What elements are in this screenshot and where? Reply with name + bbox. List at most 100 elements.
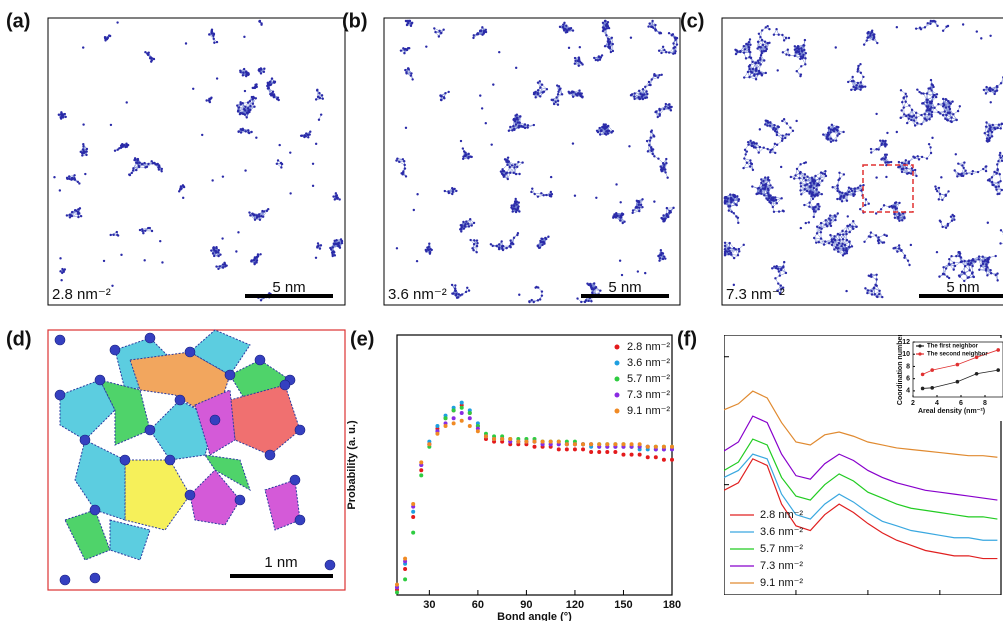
atom	[260, 72, 262, 74]
atom	[237, 110, 239, 112]
atom	[213, 42, 215, 44]
atom	[80, 215, 82, 217]
atom	[276, 98, 278, 100]
atom	[210, 249, 212, 251]
atom	[142, 232, 144, 234]
atom	[150, 60, 152, 62]
atom	[215, 265, 217, 267]
atom	[242, 72, 244, 74]
atom	[144, 230, 146, 232]
atom	[53, 176, 55, 178]
atom	[258, 69, 260, 71]
atom	[116, 21, 118, 23]
atom	[315, 257, 317, 259]
atom	[246, 112, 248, 114]
atom	[118, 147, 120, 149]
atom	[254, 258, 256, 260]
atom	[247, 109, 249, 111]
atom	[338, 198, 340, 200]
atom	[210, 30, 212, 32]
atom	[158, 168, 160, 170]
atom	[316, 246, 318, 248]
atom	[213, 246, 215, 248]
atom	[280, 162, 282, 164]
atom	[151, 230, 153, 232]
atom	[255, 260, 257, 262]
atom	[219, 265, 221, 267]
atom	[247, 107, 249, 109]
atom	[138, 161, 140, 163]
atom	[77, 181, 79, 183]
atom	[153, 162, 155, 164]
atom	[222, 175, 224, 177]
atom	[247, 129, 249, 131]
atom	[250, 260, 252, 262]
atom	[336, 243, 338, 245]
atom	[244, 130, 246, 132]
atom	[192, 88, 194, 90]
atom	[59, 270, 61, 272]
atom	[332, 195, 334, 197]
atom	[271, 77, 273, 79]
atom	[263, 68, 265, 70]
atom	[124, 146, 126, 148]
atom	[59, 189, 61, 191]
atom	[134, 158, 136, 160]
atom	[141, 163, 143, 165]
atom	[289, 192, 291, 194]
atom	[242, 113, 244, 115]
atom	[86, 148, 88, 150]
atom	[107, 37, 109, 39]
atom	[143, 259, 145, 261]
atom	[215, 250, 217, 252]
atom	[272, 91, 274, 93]
atom	[274, 81, 276, 83]
atom	[312, 163, 314, 165]
atom	[253, 263, 255, 265]
atom	[182, 184, 184, 186]
atom	[116, 234, 118, 236]
atom	[182, 197, 184, 199]
atom	[73, 174, 75, 176]
atom	[161, 261, 163, 263]
atom	[247, 131, 249, 133]
atom	[239, 70, 241, 72]
atom	[82, 46, 84, 48]
atom	[132, 169, 134, 171]
atom	[148, 51, 150, 53]
atom	[156, 163, 158, 165]
atom	[255, 83, 257, 85]
atom	[252, 87, 254, 89]
atom	[114, 149, 116, 151]
atom	[213, 38, 215, 40]
atom	[280, 166, 282, 168]
atom	[136, 162, 138, 164]
atom	[69, 214, 71, 216]
atom	[160, 170, 162, 172]
atom	[239, 113, 241, 115]
atom	[205, 99, 207, 101]
atom	[217, 251, 219, 253]
atom	[59, 257, 61, 259]
atom	[79, 207, 81, 209]
atom	[210, 97, 212, 99]
atom	[208, 33, 210, 35]
panel-frame	[384, 18, 680, 305]
atom	[141, 228, 143, 230]
atom	[109, 35, 111, 37]
atom	[85, 154, 87, 156]
atom	[146, 166, 148, 168]
atom	[60, 113, 62, 115]
atom	[116, 231, 118, 233]
panel-frame	[48, 18, 345, 305]
atom	[315, 98, 317, 100]
atom	[120, 144, 122, 146]
atom	[143, 162, 145, 164]
atom	[179, 187, 181, 189]
atom	[150, 56, 152, 58]
atom	[224, 265, 226, 267]
atom	[334, 198, 336, 200]
atom	[244, 109, 246, 111]
atom	[244, 90, 246, 92]
atom	[159, 240, 161, 242]
